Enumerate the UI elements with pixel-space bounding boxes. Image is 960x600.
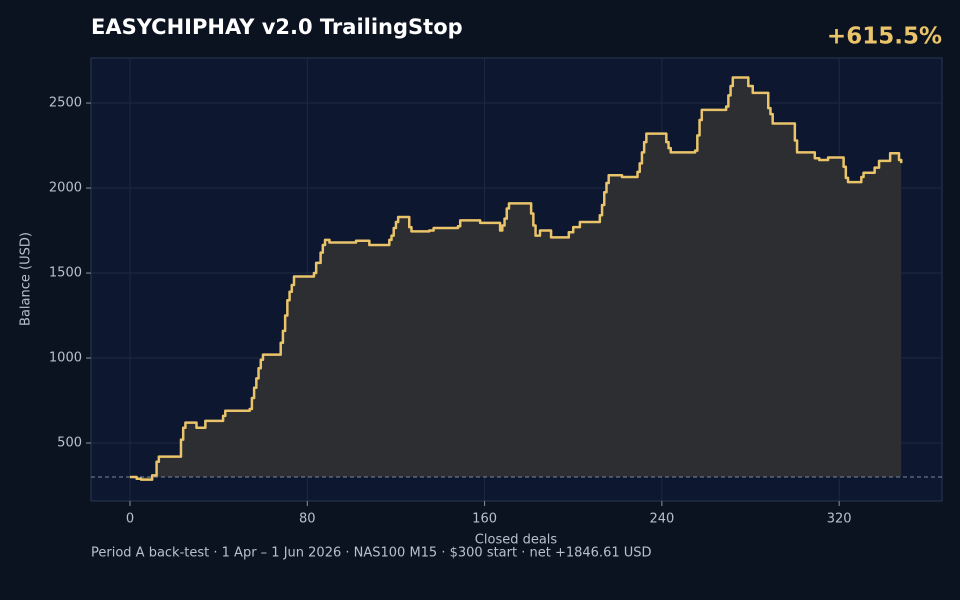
y-tick-label: 2000: [49, 181, 82, 196]
x-tick-label: 160: [472, 512, 497, 527]
balance-line: [130, 76, 903, 481]
balance-area: [130, 77, 902, 480]
y-tick-label: 500: [57, 436, 82, 451]
chart-title: EASYCHIPHAY v2.0 TrailingStop: [91, 15, 463, 39]
y-tick-label: 1000: [49, 351, 82, 366]
x-tick-label: 320: [827, 512, 852, 527]
x-tick-label: 80: [299, 512, 316, 527]
y-tick-label: 2500: [49, 96, 82, 111]
x-tick-label: 0: [126, 512, 134, 527]
x-tick-label: 240: [649, 512, 674, 527]
y-axis-label: Balance (USD): [19, 232, 34, 326]
y-tick-label: 1500: [49, 266, 82, 281]
x-axis-label: Closed deals: [475, 533, 558, 548]
return-annotation: +615.5%: [827, 24, 942, 50]
footer-note: Period A back-test · 1 Apr – 1 Jun 2026 …: [91, 546, 652, 561]
